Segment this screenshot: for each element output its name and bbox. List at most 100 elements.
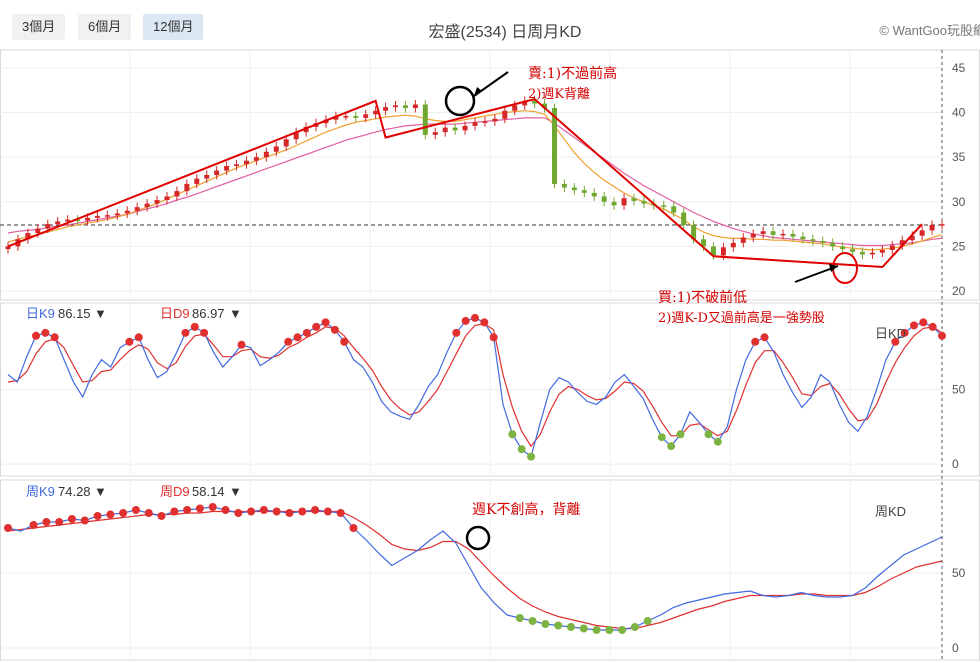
y-tick-label: 20 <box>952 284 966 298</box>
overbought-dot <box>760 333 769 342</box>
overbought-dot <box>452 328 461 337</box>
y-tick-label: 0 <box>952 641 959 655</box>
candle-body <box>611 201 617 206</box>
candle-body <box>432 132 438 135</box>
weekly-d-value: 58.14 <box>192 484 225 499</box>
candle-body <box>542 103 548 109</box>
overbought-dot <box>183 506 192 514</box>
y-tick-label: 30 <box>952 195 966 209</box>
overbought-dot <box>311 506 320 514</box>
candle-body <box>452 127 458 131</box>
overbought-dot <box>131 506 140 514</box>
candle-body <box>442 127 448 133</box>
overbought-dot <box>247 507 256 516</box>
overbought-dot <box>340 337 349 346</box>
candle-body <box>184 183 190 192</box>
oversold-dot <box>554 621 563 630</box>
overbought-dot <box>323 507 332 516</box>
overbought-dot <box>909 321 918 330</box>
oversold-dot <box>605 626 614 634</box>
candle-body <box>919 230 925 236</box>
daily-panel-label: 日KD <box>875 326 906 341</box>
overbought-dot <box>106 510 115 519</box>
candle-body <box>879 250 885 253</box>
candle-body <box>710 246 716 256</box>
candle-body <box>214 170 220 175</box>
overbought-dot <box>80 516 89 525</box>
candle-body <box>850 249 856 252</box>
oversold-dot <box>579 624 588 633</box>
weekly-divergence-marker <box>465 525 491 551</box>
weekly-k-arrow: ▼ <box>94 484 107 499</box>
overbought-dot <box>237 340 246 349</box>
candle-body <box>621 198 627 206</box>
candle-body <box>25 233 31 240</box>
candle-body <box>373 110 379 115</box>
period-tabs: 3個月 6個月 12個月 宏盛(2534) 日周月KD © WantGoo玩股網 <box>0 0 980 48</box>
candle-body <box>164 196 170 200</box>
sell-point-marker <box>444 85 476 117</box>
oversold-dot <box>618 626 627 634</box>
candle-body <box>681 212 687 225</box>
candle-body <box>492 118 498 122</box>
candle-body <box>581 190 587 193</box>
candle-body <box>234 164 240 167</box>
candle-body <box>472 122 478 126</box>
buy-note-line2: 2)週K-D又過前高是一強勢股 <box>658 310 825 326</box>
overbought-dot <box>157 512 166 520</box>
overbought-dot <box>119 509 128 517</box>
candle-body <box>393 105 399 108</box>
candle-body <box>551 108 557 184</box>
candle-body <box>273 146 279 152</box>
tab-3-months[interactable]: 3個月 <box>12 14 66 40</box>
candle-body <box>114 213 120 216</box>
candle-body <box>353 116 359 118</box>
overbought-dot <box>29 521 38 529</box>
y-tick-label: 25 <box>952 239 966 253</box>
overbought-dot <box>50 333 59 342</box>
candle-body <box>929 225 935 231</box>
overbought-dot <box>891 337 900 346</box>
oversold-dot <box>592 626 601 634</box>
daily-kd-legend: 日K9 86.15 ▼ 日D9 86.97 ▼ 日KD <box>26 306 906 341</box>
candle-body <box>263 151 269 158</box>
sell-note-line1: 賣:1)不過前高 <box>528 65 617 82</box>
overbought-dot <box>336 509 345 517</box>
candle-body <box>243 160 249 165</box>
candle-body <box>522 100 528 106</box>
candle-body <box>661 205 667 207</box>
overbought-dot <box>928 322 937 331</box>
tab-6-months[interactable]: 6個月 <box>78 14 132 40</box>
buy-note-line1: 買:1)不破前低 <box>658 289 747 306</box>
weekly-kd-legend: 周K9 74.28 ▼ 周D9 58.14 ▼ 周KD <box>26 484 906 519</box>
candle-body <box>204 175 210 179</box>
oversold-dot <box>527 452 536 461</box>
overbought-dot <box>272 507 281 516</box>
candle-body <box>154 200 160 204</box>
tab-12-months[interactable]: 12個月 <box>143 14 204 40</box>
oversold-dot <box>566 623 575 631</box>
overbought-dot <box>489 333 498 342</box>
candle-body <box>730 242 736 248</box>
y-tick-label: 0 <box>952 457 959 471</box>
daily-k-label: 日K9 <box>26 306 55 321</box>
y-tick-label: 35 <box>952 150 966 164</box>
overbought-dot <box>195 504 204 513</box>
candle-body <box>561 183 567 188</box>
candle-body <box>422 104 428 135</box>
overbought-dot <box>234 509 243 517</box>
overbought-dot <box>259 506 268 514</box>
candle-body <box>770 231 776 235</box>
oversold-dot <box>643 617 652 625</box>
candle-body <box>830 242 836 247</box>
candle-body <box>75 219 81 222</box>
daily-k-arrow: ▼ <box>94 306 107 321</box>
candle-body <box>104 215 110 217</box>
overbought-dot <box>208 503 217 511</box>
weekly-k-label: 周K9 <box>26 484 55 499</box>
overbought-dot <box>200 328 209 337</box>
candle-body <box>253 157 259 161</box>
overbought-dot <box>321 318 330 327</box>
oversold-dot <box>630 623 639 631</box>
oversold-dot <box>515 614 524 622</box>
